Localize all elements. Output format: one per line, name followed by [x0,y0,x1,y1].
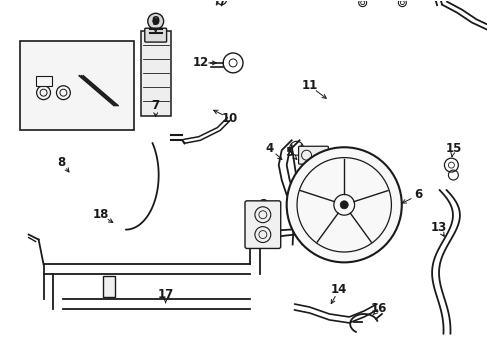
Circle shape [340,201,347,209]
FancyBboxPatch shape [298,146,327,164]
FancyBboxPatch shape [244,201,280,248]
Text: 5: 5 [285,146,293,159]
Text: 15: 15 [444,142,461,155]
Text: 18: 18 [93,208,109,221]
Circle shape [152,18,158,24]
Bar [141,31,170,116]
Text: 17: 17 [157,288,173,301]
Text: 14: 14 [330,283,347,296]
Text: 11: 11 [301,79,317,92]
Text: 16: 16 [370,302,386,315]
Bar [103,276,115,297]
Text: 12: 12 [192,57,208,69]
Text: 7: 7 [151,99,160,112]
FancyBboxPatch shape [144,28,166,42]
Text: 1: 1 [352,218,361,231]
Bar [36,76,51,86]
Text: 9: 9 [151,15,160,28]
Text: 13: 13 [429,221,446,234]
Text: 6: 6 [414,188,422,201]
Text: 3: 3 [258,198,266,211]
Text: 2: 2 [305,208,313,221]
Bar [20,41,134,130]
Text: 10: 10 [222,112,238,125]
Text: 8: 8 [57,156,65,168]
Circle shape [147,13,163,29]
Circle shape [286,147,401,262]
Text: 4: 4 [265,142,273,155]
